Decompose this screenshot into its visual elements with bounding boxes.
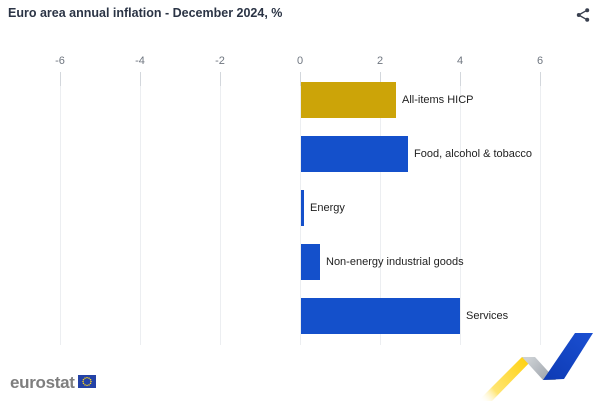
x-axis-tick-label: -6 xyxy=(55,55,65,67)
share-button[interactable] xyxy=(573,5,593,25)
gridline xyxy=(300,72,301,345)
bar-energy[interactable] xyxy=(301,190,304,226)
gridline xyxy=(540,72,541,345)
gridline xyxy=(380,72,381,345)
x-axis-tick-label: 4 xyxy=(456,55,464,67)
x-axis-tick xyxy=(60,72,61,86)
eurostat-logo-link[interactable]: eurostat xyxy=(10,372,96,393)
eurostat-wordmark: eurostat xyxy=(10,372,75,392)
eurostat-zigzag-logo xyxy=(476,320,596,401)
x-axis-tick-label: 0 xyxy=(296,55,304,67)
x-axis-tick xyxy=(540,72,541,86)
bar-label: Non-energy industrial goods xyxy=(326,256,464,268)
gridline xyxy=(460,72,461,345)
bar-food-alcohol-tobacco[interactable] xyxy=(301,136,408,172)
bar-services[interactable] xyxy=(301,298,460,334)
x-axis-tick-label: -2 xyxy=(215,55,225,67)
bar-non-energy-industrial-goods[interactable] xyxy=(301,244,320,280)
x-axis-tick-label: 6 xyxy=(536,55,544,67)
gridline xyxy=(60,72,61,345)
share-icon xyxy=(575,8,591,26)
x-axis-tick xyxy=(380,72,381,86)
bar-label: Energy xyxy=(310,202,345,214)
bar-label: Food, alcohol & tobacco xyxy=(414,148,533,160)
chart-title: Euro area annual inflation - December 20… xyxy=(8,6,283,20)
gridline xyxy=(220,72,221,345)
x-axis-tick-label: 2 xyxy=(376,55,384,67)
eu-flag-icon xyxy=(77,375,96,393)
x-axis-tick-label: -4 xyxy=(135,55,145,67)
x-axis-tick xyxy=(220,72,221,86)
plot-area: -6 -4 -2 0 2 4 6 All-items HICP Food, alcohol & … xyxy=(20,55,580,345)
gridline xyxy=(140,72,141,345)
x-axis-tick xyxy=(300,72,301,86)
bar-label: Services xyxy=(466,310,509,322)
x-axis-tick xyxy=(460,72,461,86)
bar-label: All-items HICP xyxy=(402,94,474,106)
x-axis-tick xyxy=(140,72,141,86)
bar-all-items-hicp[interactable] xyxy=(301,82,396,118)
